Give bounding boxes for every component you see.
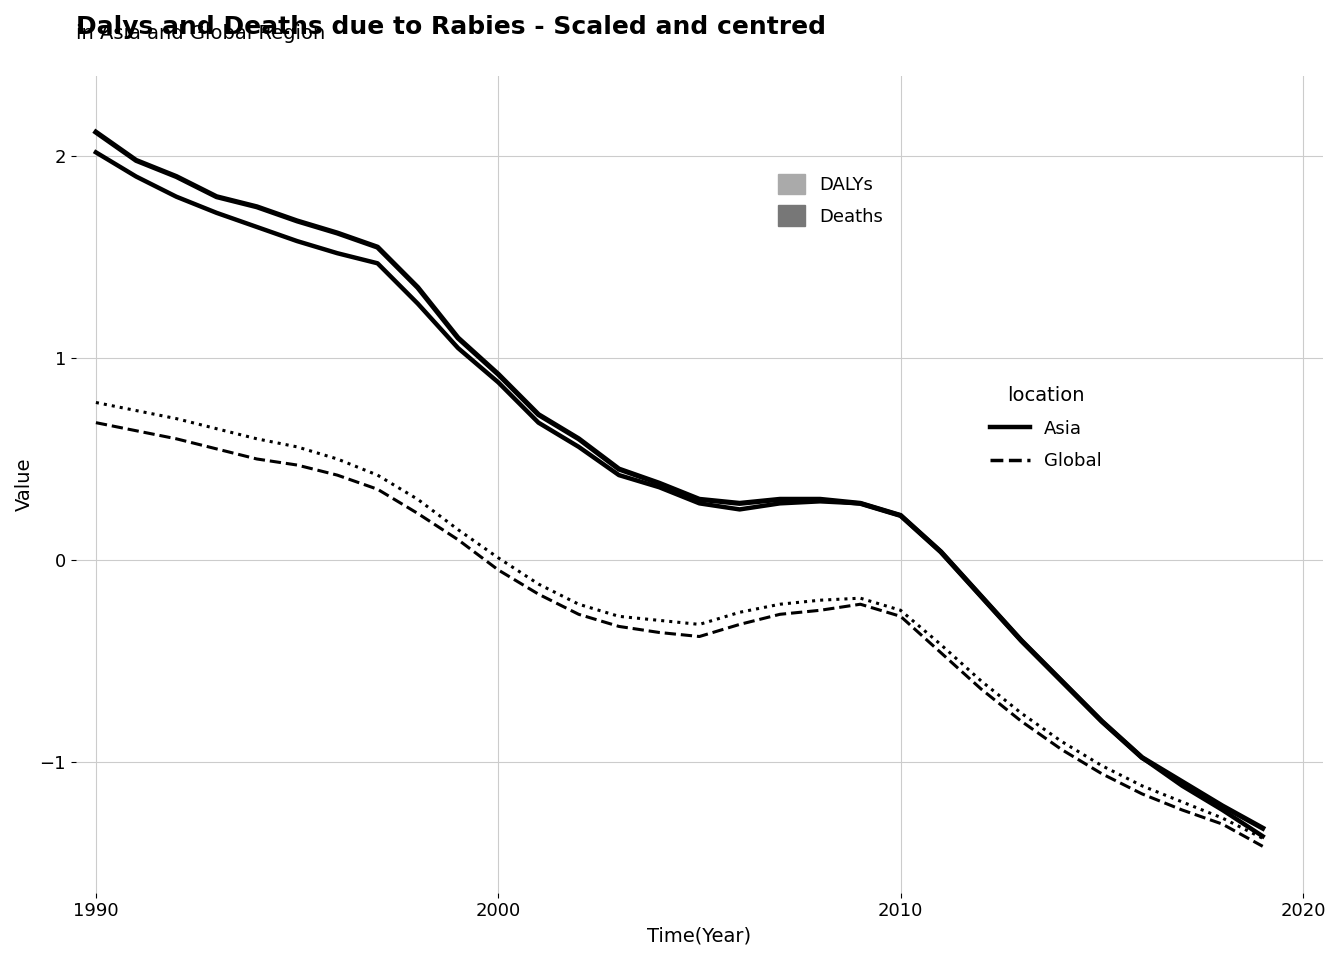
Text: in Asia and Global Region: in Asia and Global Region xyxy=(75,24,325,43)
Text: Dalys and Deaths due to Rabies - Scaled and centred: Dalys and Deaths due to Rabies - Scaled … xyxy=(75,15,825,39)
X-axis label: Time(Year): Time(Year) xyxy=(648,926,751,945)
Y-axis label: Value: Value xyxy=(15,458,34,511)
Legend: Asia, Global: Asia, Global xyxy=(982,379,1109,477)
